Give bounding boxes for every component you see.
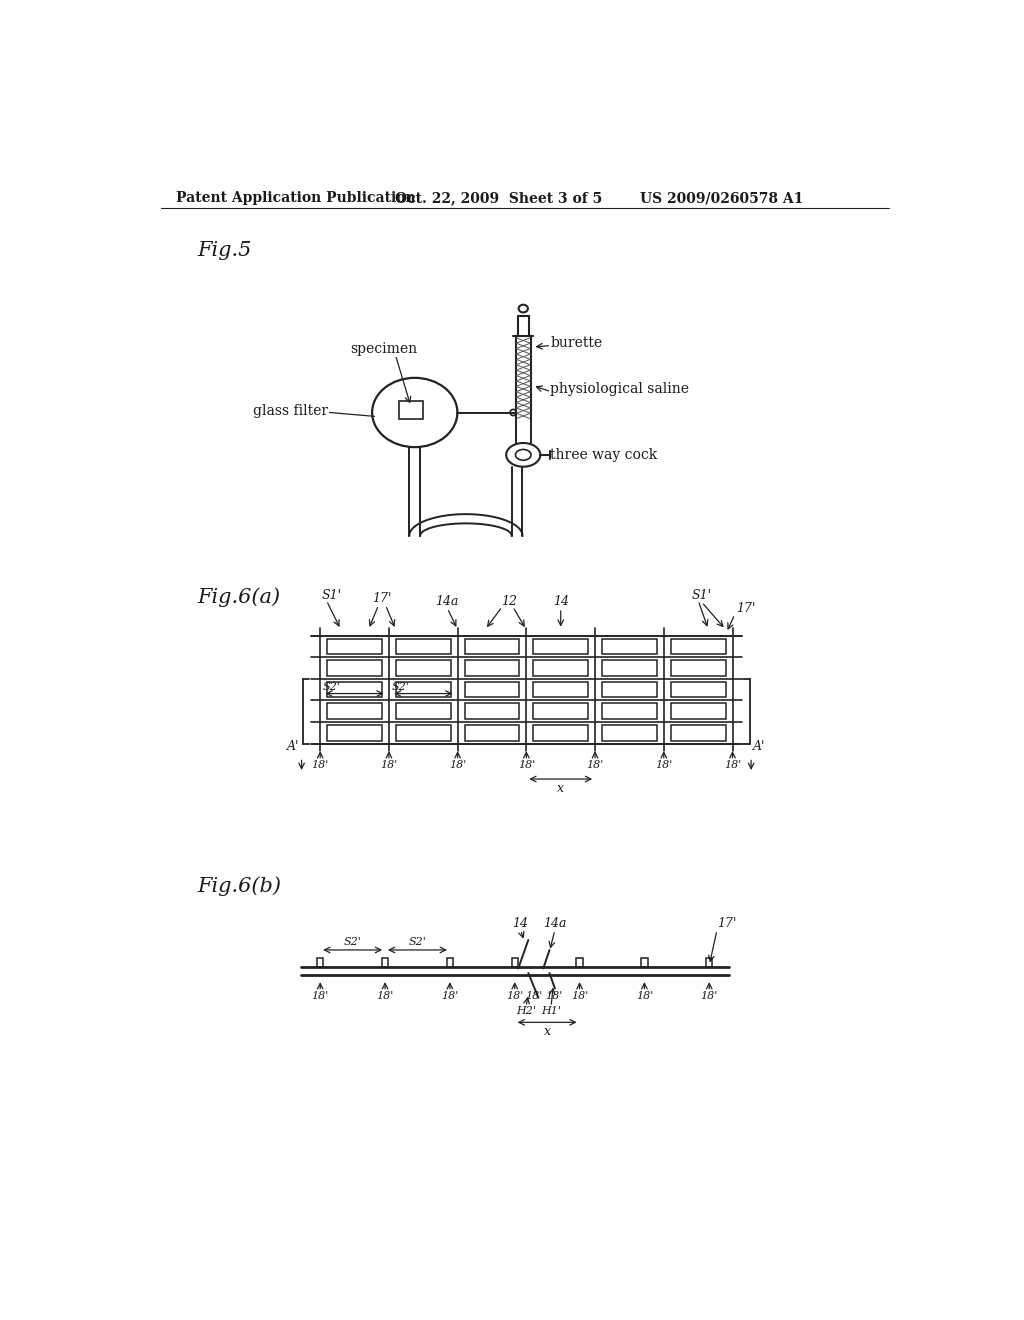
Text: 18': 18' — [311, 760, 329, 770]
Bar — [534, 639, 588, 655]
Bar — [327, 725, 382, 741]
Bar — [327, 704, 382, 719]
Text: S2': S2' — [344, 937, 361, 948]
Bar — [671, 725, 726, 741]
Bar — [465, 660, 519, 676]
Text: Fig.6(a): Fig.6(a) — [198, 587, 281, 607]
Text: 18': 18' — [449, 760, 466, 770]
Text: S2': S2' — [391, 682, 409, 693]
Bar — [534, 704, 588, 719]
Bar — [396, 704, 451, 719]
Bar — [465, 682, 519, 697]
Text: Oct. 22, 2009  Sheet 3 of 5: Oct. 22, 2009 Sheet 3 of 5 — [395, 191, 603, 206]
Bar — [577, 958, 583, 966]
Bar — [396, 639, 451, 655]
Text: S1': S1' — [691, 589, 712, 602]
Text: specimen: specimen — [350, 342, 418, 356]
Bar — [641, 958, 647, 966]
Text: 12: 12 — [501, 595, 517, 609]
Text: 18': 18' — [636, 991, 653, 1001]
Bar — [602, 660, 657, 676]
Bar — [465, 725, 519, 741]
Bar — [534, 725, 588, 741]
Text: 18': 18' — [587, 760, 604, 770]
Text: physiological saline: physiological saline — [550, 383, 689, 396]
Bar — [382, 958, 388, 966]
Bar — [317, 958, 324, 966]
Bar — [396, 682, 451, 697]
Text: 18': 18' — [441, 991, 459, 1001]
Text: A': A' — [287, 739, 299, 752]
Bar — [671, 660, 726, 676]
Text: 18': 18' — [571, 991, 588, 1001]
Text: US 2009/0260578 A1: US 2009/0260578 A1 — [640, 191, 803, 206]
Text: 14a: 14a — [435, 595, 459, 609]
Bar — [396, 660, 451, 676]
Text: S2': S2' — [409, 937, 426, 948]
Bar — [396, 725, 451, 741]
Bar — [327, 639, 382, 655]
Text: Patent Application Publication: Patent Application Publication — [176, 191, 416, 206]
Text: 18': 18' — [700, 991, 718, 1001]
Text: 17': 17' — [717, 917, 736, 931]
Bar — [399, 401, 423, 420]
Bar — [602, 639, 657, 655]
Bar — [534, 660, 588, 676]
Text: H2': H2' — [516, 1006, 536, 1016]
Text: A': A' — [754, 739, 766, 752]
Bar — [512, 958, 518, 966]
Text: 18': 18' — [655, 760, 673, 770]
Text: 18': 18' — [724, 760, 741, 770]
Text: x: x — [557, 781, 564, 795]
Text: 14: 14 — [513, 917, 528, 931]
Text: Fig.6(b): Fig.6(b) — [198, 876, 282, 896]
Text: x: x — [544, 1026, 551, 1038]
Bar — [671, 682, 726, 697]
Text: 18': 18' — [545, 991, 562, 1001]
Text: 18': 18' — [506, 991, 523, 1001]
Bar — [671, 639, 726, 655]
Bar — [465, 704, 519, 719]
Text: 17': 17' — [373, 593, 392, 606]
Bar — [534, 682, 588, 697]
Text: 14a: 14a — [543, 917, 566, 931]
Bar — [327, 682, 382, 697]
Text: three way cock: three way cock — [550, 447, 657, 462]
Bar — [327, 660, 382, 676]
Text: 18': 18' — [518, 760, 535, 770]
Text: glass filter: glass filter — [253, 404, 328, 418]
Text: S2': S2' — [323, 682, 340, 693]
Bar — [671, 704, 726, 719]
Bar — [602, 725, 657, 741]
Bar — [446, 958, 453, 966]
Text: S1': S1' — [322, 589, 342, 602]
Text: 17': 17' — [736, 602, 756, 615]
Text: 18': 18' — [377, 991, 393, 1001]
Bar — [465, 639, 519, 655]
Text: burette: burette — [550, 337, 602, 350]
Text: Fig.5: Fig.5 — [198, 242, 252, 260]
Text: 18': 18' — [525, 991, 543, 1001]
Text: H1': H1' — [541, 1006, 561, 1016]
Bar — [707, 958, 713, 966]
Text: 18': 18' — [380, 760, 397, 770]
Text: 18': 18' — [311, 991, 329, 1001]
Bar — [602, 682, 657, 697]
Text: 14: 14 — [553, 595, 568, 609]
Bar — [602, 704, 657, 719]
